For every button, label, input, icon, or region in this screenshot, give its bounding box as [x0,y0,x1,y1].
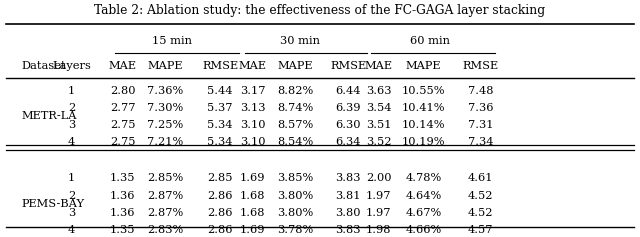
Text: 7.21%: 7.21% [147,137,183,147]
Text: Layers: Layers [52,61,91,71]
Text: 60 min: 60 min [410,36,450,46]
Text: 3.51: 3.51 [366,120,392,130]
Text: 3: 3 [68,208,76,218]
Text: 4.52: 4.52 [468,191,493,201]
Text: 3.81: 3.81 [335,191,361,201]
Text: Dataset: Dataset [21,61,66,71]
Text: 2.75: 2.75 [110,137,136,147]
Text: 3.85%: 3.85% [277,173,313,183]
Text: 1.97: 1.97 [366,191,392,201]
Text: 3: 3 [68,120,76,130]
Text: 8.57%: 8.57% [277,120,313,130]
Text: 2: 2 [68,191,76,201]
Text: 2.85%: 2.85% [147,173,183,183]
Text: RMSE: RMSE [202,61,238,71]
Text: 2.77: 2.77 [110,103,136,113]
Text: 7.30%: 7.30% [147,103,183,113]
Text: 3.13: 3.13 [240,103,266,113]
Text: 1.69: 1.69 [240,173,266,183]
Text: 3.52: 3.52 [366,137,392,147]
Text: Table 2: Ablation study: the effectiveness of the FC-GAGA layer stacking: Table 2: Ablation study: the effectivene… [95,4,545,17]
Text: RMSE: RMSE [463,61,499,71]
Text: 2.87%: 2.87% [147,191,183,201]
Text: 1.68: 1.68 [240,208,266,218]
Text: 6.39: 6.39 [335,103,361,113]
Text: 7.25%: 7.25% [147,120,183,130]
Text: 8.74%: 8.74% [277,103,313,113]
Text: 4.67%: 4.67% [406,208,442,218]
Text: 7.36: 7.36 [468,103,493,113]
Text: 6.30: 6.30 [335,120,361,130]
Text: METR-LA: METR-LA [21,111,77,122]
Text: MAPE: MAPE [277,61,313,71]
Text: 4.52: 4.52 [468,208,493,218]
Text: 1.68: 1.68 [240,191,266,201]
Text: 2.75: 2.75 [110,120,136,130]
Text: 2.83%: 2.83% [147,225,183,235]
Text: 1.98: 1.98 [366,225,392,235]
Text: 2: 2 [68,103,76,113]
Text: 2.86: 2.86 [207,225,233,235]
Text: 3.80: 3.80 [335,208,361,218]
Text: 1.35: 1.35 [110,225,136,235]
Text: 1.97: 1.97 [366,208,392,218]
Text: 3.63: 3.63 [366,86,392,96]
Text: 10.14%: 10.14% [402,120,445,130]
Text: 2.85: 2.85 [207,173,233,183]
Text: 7.34: 7.34 [468,137,493,147]
Text: 7.48: 7.48 [468,86,493,96]
Text: 1.35: 1.35 [110,173,136,183]
Text: 2.86: 2.86 [207,191,233,201]
Text: 3.80%: 3.80% [277,208,313,218]
Text: 4.61: 4.61 [468,173,493,183]
Text: 6.34: 6.34 [335,137,361,147]
Text: 8.54%: 8.54% [277,137,313,147]
Text: 5.37: 5.37 [207,103,233,113]
Text: 3.80%: 3.80% [277,191,313,201]
Text: 4.78%: 4.78% [406,173,442,183]
Text: MAE: MAE [365,61,393,71]
Text: 3.78%: 3.78% [277,225,313,235]
Text: 2.80: 2.80 [110,86,136,96]
Text: 3.83: 3.83 [335,173,361,183]
Text: 1.69: 1.69 [240,225,266,235]
Text: 3.10: 3.10 [240,137,266,147]
Text: 8.82%: 8.82% [277,86,313,96]
Text: 2.00: 2.00 [366,173,392,183]
Text: MAPE: MAPE [406,61,442,71]
Text: 5.34: 5.34 [207,137,233,147]
Text: 5.44: 5.44 [207,86,233,96]
Text: MAE: MAE [239,61,267,71]
Text: 4.57: 4.57 [468,225,493,235]
Text: 5.34: 5.34 [207,120,233,130]
Text: 1: 1 [68,173,76,183]
Text: 7.36%: 7.36% [147,86,183,96]
Text: 4: 4 [68,225,76,235]
Text: 10.41%: 10.41% [402,103,445,113]
Text: PEMS-BAY: PEMS-BAY [21,199,84,209]
Text: 3.83: 3.83 [335,225,361,235]
Text: 3.10: 3.10 [240,120,266,130]
Text: 4.64%: 4.64% [406,191,442,201]
Text: 3.17: 3.17 [240,86,266,96]
Text: 30 min: 30 min [280,36,321,46]
Text: RMSE: RMSE [330,61,366,71]
Text: 15 min: 15 min [152,36,191,46]
Text: 2.87%: 2.87% [147,208,183,218]
Text: MAPE: MAPE [147,61,183,71]
Text: 6.44: 6.44 [335,86,361,96]
Text: 1.36: 1.36 [110,191,136,201]
Text: 7.31: 7.31 [468,120,493,130]
Text: 2.86: 2.86 [207,208,233,218]
Text: 4.66%: 4.66% [406,225,442,235]
Text: 1.36: 1.36 [110,208,136,218]
Text: 10.55%: 10.55% [402,86,445,96]
Text: MAE: MAE [109,61,137,71]
Text: 1: 1 [68,86,76,96]
Text: 4: 4 [68,137,76,147]
Text: 3.54: 3.54 [366,103,392,113]
Text: 10.19%: 10.19% [402,137,445,147]
